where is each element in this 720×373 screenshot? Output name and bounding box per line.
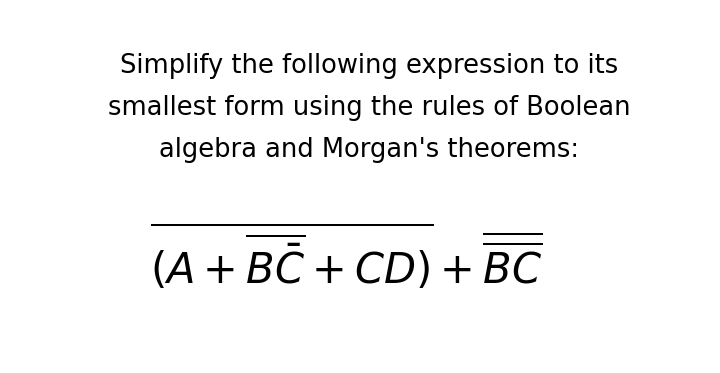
Text: Simplify the following expression to its: Simplify the following expression to its — [120, 53, 618, 79]
Text: $\overline{(A+\overline{B\bar{C}}+CD)}+\overline{\overline{BC}}$: $\overline{(A+\overline{B\bar{C}}+CD)}+\… — [150, 222, 543, 293]
Text: smallest form using the rules of Boolean: smallest form using the rules of Boolean — [108, 95, 630, 121]
Text: algebra and Morgan's theorems:: algebra and Morgan's theorems: — [159, 137, 579, 163]
